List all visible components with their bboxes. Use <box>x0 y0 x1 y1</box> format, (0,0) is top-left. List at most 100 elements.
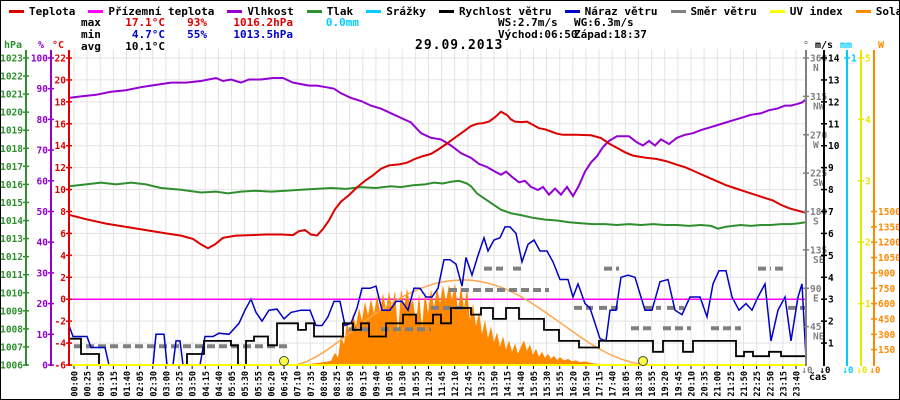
axis-tick-label: 4 <box>865 115 871 126</box>
axis-tick-label: 80 <box>37 115 49 126</box>
x-tick-label: 00:25 <box>84 371 94 397</box>
axis-tick-label: 1 <box>828 339 834 350</box>
axis-tick-label: 2 <box>60 273 66 284</box>
axis-tick-label: 1020 <box>1 108 23 119</box>
axis-tick-label: 225 <box>810 169 827 180</box>
axis-tick-label: 5 <box>865 54 871 65</box>
axis-tick-label: 3 <box>865 176 871 187</box>
x-tick-label: 21:25 <box>727 371 737 397</box>
legend-color-dash <box>306 10 322 13</box>
axis-tick-label: 1023 <box>1 54 23 65</box>
axis-tick-label: 135 <box>810 245 827 256</box>
legend-item-sm-r-v-tru: Směr větru <box>670 5 757 18</box>
axis-tick-label: 60 <box>37 176 49 187</box>
x-tick-label: 06:45 <box>281 371 291 397</box>
legend-label: Teplota <box>29 5 76 18</box>
axis-tick-label: 315 <box>810 92 827 103</box>
x-tick-label: 02:30 <box>149 371 159 397</box>
x-tick-label: 03:25 <box>176 371 186 397</box>
axis-tick-label: 600 <box>878 299 895 310</box>
axis-unit-label: ° <box>803 40 809 51</box>
axis-tick-label: 1019 <box>1 126 23 137</box>
x-tick-label: 02:05 <box>136 371 146 397</box>
x-tick-label: 10:05 <box>386 371 396 397</box>
series-solar-actual <box>301 283 615 365</box>
axis-tick-label: 150 <box>878 345 895 356</box>
axis-tick-label: 8 <box>828 185 834 196</box>
axis-tick-label: 6 <box>60 229 66 240</box>
axis-tick-label: 50 <box>37 207 49 218</box>
legend-item-vlhkost: Vlhkost <box>227 5 294 18</box>
legend-color-dash <box>670 10 686 13</box>
legend-item-teplota: Teplota <box>9 5 75 18</box>
x-tick-label: 04:15 <box>202 371 212 397</box>
axis-tick-label: -2 <box>55 317 66 328</box>
legend-color-dash <box>9 10 24 13</box>
legend-color-dash <box>564 10 580 13</box>
axis-unit-label: W <box>878 40 885 51</box>
wind-sun-summary: WS:2.7m/s WG:6.3m/s Východ:06:50 Západ:1… <box>498 17 647 41</box>
legend-item-solar: Solar <box>855 5 899 18</box>
x-tick-label: 05:05 <box>228 371 238 397</box>
axis-tick-label: 10 <box>55 185 67 196</box>
axis-tick-label: 16 <box>55 119 67 130</box>
min-humidity: 55% <box>187 28 207 41</box>
series-temperature <box>69 110 806 250</box>
x-tick-label: 23:15 <box>779 371 789 397</box>
x-tick-label: 14:40 <box>517 371 527 397</box>
x-tick-label: 21:50 <box>740 371 750 397</box>
axis-tick-label: 1050 <box>878 253 899 264</box>
axis-tick-label: 6 <box>828 229 834 240</box>
axis-tick-label: 1014 <box>1 216 23 227</box>
stats-min-row: min 4.7°C 55% 1013.5hPa <box>81 29 359 41</box>
legend-label: Směr větru <box>690 5 757 18</box>
x-tick-label: 09:40 <box>372 371 382 397</box>
axis-zero-arrow: ↓0 <box>870 366 881 376</box>
axis-tick-label: 1013 <box>1 234 23 245</box>
x-tick-label: 15:30 <box>543 371 553 397</box>
axis-zero-arrow: ↓0 <box>857 366 868 376</box>
x-tick-label: 08:25 <box>333 371 343 397</box>
legend-color-dash <box>366 10 382 13</box>
axis-tick-label: 300 <box>878 330 895 341</box>
avg-label: avg <box>81 40 101 53</box>
legend-label: Náraz větru <box>584 5 658 18</box>
axis-tick-label: -6 <box>55 361 67 372</box>
axis-tick-label: 1 <box>865 299 871 310</box>
axis-tick-label: 1018 <box>1 144 23 155</box>
series-wind-gust <box>69 226 806 366</box>
axis-tick-label: 0 <box>60 295 66 306</box>
sun-marker <box>638 356 648 366</box>
chart-legend: Teplota Přízemní teplota Vlhkost Tlak Srážky… <box>9 5 899 18</box>
legend-item-tlak: Tlak <box>306 5 353 18</box>
axis-tick-label: 4 <box>828 273 834 284</box>
chart-title: 29.09.2013 <box>415 38 504 53</box>
x-tick-label: 04:40 <box>215 371 225 397</box>
axis-tick-label: 3 <box>828 295 834 306</box>
x-tick-label: 19:45 <box>674 371 684 397</box>
series-humidity <box>69 76 806 199</box>
x-tick-label: 05:30 <box>241 371 251 397</box>
x-tick-label: 13:25 <box>477 371 487 397</box>
wind-gust-max: WG:6.3m/s <box>574 16 634 29</box>
axis-direction-label: SE <box>813 255 825 266</box>
axis-tick-label: 1350 <box>878 222 899 233</box>
axis-tick-label: 11 <box>828 119 840 130</box>
axis-tick-label: 1012 <box>1 252 23 263</box>
x-tick-label: 18:55 <box>648 371 658 397</box>
x-tick-label: 01:40 <box>123 371 133 397</box>
legend-label: Solar <box>875 5 899 18</box>
axis-tick-label: 14 <box>55 141 67 152</box>
x-tick-label: 16:20 <box>569 371 579 397</box>
axis-tick-label: 1007 <box>1 342 23 353</box>
axis-tick-label: 1016 <box>1 180 23 191</box>
axis-tick-label: 2 <box>828 317 834 328</box>
stats-avg-row: avg 10.1°C <box>81 41 359 53</box>
wind-speed-avg: WS:2.7m/s <box>498 16 558 29</box>
max-temp: 17.1°C <box>125 16 165 29</box>
axis-tick-label: 8 <box>60 207 66 218</box>
sunset-time: Západ:18:37 <box>574 28 647 41</box>
x-tick-label: 06:20 <box>267 371 277 397</box>
